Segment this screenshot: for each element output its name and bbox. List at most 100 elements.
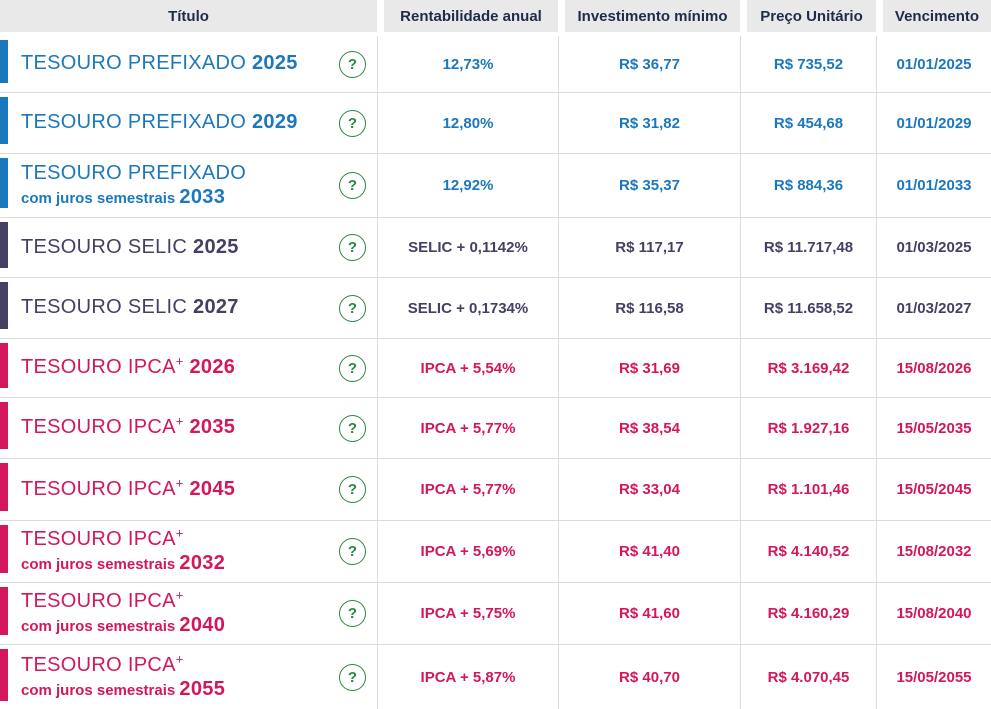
- bond-title-cell: TESOURO IPCA+ com juros semestrais 2032 …: [0, 521, 377, 582]
- bond-maturity-date: 15/05/2035: [876, 398, 991, 458]
- help-icon[interactable]: ?: [339, 294, 366, 322]
- bond-title-line1: TESOURO IPCA+ 2035: [21, 413, 236, 439]
- column-header-titulo: Título: [0, 0, 377, 32]
- bond-min-investment: R$ 36,77: [558, 36, 740, 92]
- bond-color-bar: [0, 282, 8, 329]
- bond-row-prefixado-2033[interactable]: TESOURO PREFIXADO com juros semestrais 2…: [0, 154, 991, 218]
- bond-title-cell: TESOURO SELIC 2025 ?: [0, 218, 377, 277]
- bond-row-ipca-2040[interactable]: TESOURO IPCA+ com juros semestrais 2040 …: [0, 583, 991, 645]
- help-icon[interactable]: ?: [339, 538, 366, 565]
- bond-color-bar: [0, 97, 8, 144]
- help-icon[interactable]: ?: [339, 172, 366, 199]
- bond-min-investment: R$ 116,58: [558, 278, 740, 338]
- bond-row-ipca-2035[interactable]: TESOURO IPCA+ 2035 ? IPCA + 5,77% R$ 38,…: [0, 398, 991, 459]
- bond-row-ipca-2055[interactable]: TESOURO IPCA+ com juros semestrais 2055 …: [0, 645, 991, 709]
- bond-min-investment: R$ 41,60: [558, 583, 740, 644]
- bond-maturity-date: 01/01/2029: [876, 93, 991, 153]
- bond-min-investment: R$ 38,54: [558, 398, 740, 458]
- bond-color-bar: [0, 402, 8, 449]
- bond-title-cell: TESOURO PREFIXADO 2025 ?: [0, 36, 377, 92]
- bond-title-cell: TESOURO PREFIXADO 2029 ?: [0, 93, 377, 153]
- bond-title-line1: TESOURO IPCA+ 2045: [21, 475, 236, 500]
- bond-unit-price: R$ 11.717,48: [740, 218, 876, 277]
- bond-unit-price: R$ 884,36: [740, 154, 876, 217]
- plus-superscript-icon: +: [175, 587, 184, 603]
- bond-row-selic-2027[interactable]: TESOURO SELIC 2027 ? SELIC + 0,1734% R$ …: [0, 278, 991, 339]
- bond-title: TESOURO PREFIXADO com juros semestrais 2…: [21, 162, 246, 209]
- bond-maturity-date: 15/08/2032: [876, 521, 991, 582]
- bond-annual-rate: SELIC + 0,1734%: [377, 278, 558, 338]
- bond-title-cell: TESOURO PREFIXADO com juros semestrais 2…: [0, 154, 377, 217]
- bond-title: TESOURO IPCA+ com juros semestrais 2040: [21, 587, 226, 637]
- bond-annual-rate: 12,73%: [377, 36, 558, 92]
- bond-title-cell: TESOURO IPCA+ 2035 ?: [0, 398, 377, 458]
- bond-title-cell: TESOURO SELIC 2027 ?: [0, 278, 377, 338]
- help-icon[interactable]: ?: [339, 600, 366, 627]
- bond-row-ipca-2026[interactable]: TESOURO IPCA+ 2026 ? IPCA + 5,54% R$ 31,…: [0, 339, 991, 398]
- bond-title-line1: TESOURO IPCA+: [21, 651, 184, 676]
- help-icon[interactable]: ?: [339, 476, 366, 503]
- help-icon[interactable]: ?: [339, 414, 366, 442]
- bond-title: TESOURO IPCA+ 2026: [21, 353, 235, 380]
- bond-title: TESOURO SELIC 2027: [21, 296, 239, 320]
- bond-unit-price: R$ 1.927,16: [740, 398, 876, 458]
- help-icon[interactable]: ?: [339, 109, 366, 137]
- bond-title-line2: com juros semestrais 2033: [21, 185, 226, 208]
- bond-title: TESOURO SELIC 2025: [21, 236, 239, 260]
- bond-title-cell: TESOURO IPCA+ com juros semestrais 2055 …: [0, 645, 377, 709]
- bond-min-investment: R$ 33,04: [558, 459, 740, 520]
- bond-title: TESOURO PREFIXADO 2025: [21, 52, 298, 76]
- bond-unit-price: R$ 3.169,42: [740, 339, 876, 397]
- bond-maturity-date: 15/05/2055: [876, 645, 991, 709]
- bond-min-investment: R$ 35,37: [558, 154, 740, 217]
- bond-min-investment: R$ 40,70: [558, 645, 740, 709]
- plus-superscript-icon: +: [175, 413, 184, 429]
- bond-row-prefixado-2029[interactable]: TESOURO PREFIXADO 2029 ? 12,80% R$ 31,82…: [0, 93, 991, 154]
- bond-row-ipca-2032[interactable]: TESOURO IPCA+ com juros semestrais 2032 …: [0, 521, 991, 583]
- bond-min-investment: R$ 31,82: [558, 93, 740, 153]
- bond-title-line1: TESOURO IPCA+: [21, 587, 184, 612]
- bond-title-line1: TESOURO PREFIXADO 2025: [21, 52, 298, 75]
- help-icon[interactable]: ?: [339, 50, 366, 78]
- bond-title-line2: com juros semestrais 2040: [21, 613, 226, 636]
- bond-annual-rate: IPCA + 5,75%: [377, 583, 558, 644]
- column-header-investimento-minimo: Investimento mínimo: [558, 0, 740, 32]
- bond-unit-price: R$ 4.160,29: [740, 583, 876, 644]
- bond-annual-rate: SELIC + 0,1142%: [377, 218, 558, 277]
- bond-color-bar: [0, 222, 8, 268]
- bond-annual-rate: IPCA + 5,77%: [377, 459, 558, 520]
- help-icon[interactable]: ?: [339, 234, 366, 261]
- help-icon[interactable]: ?: [339, 664, 366, 691]
- bond-title-line1: TESOURO IPCA+: [21, 525, 184, 550]
- bond-maturity-date: 01/03/2025: [876, 218, 991, 277]
- bond-title-line2: com juros semestrais 2032: [21, 551, 226, 574]
- bond-min-investment: R$ 117,17: [558, 218, 740, 277]
- bond-unit-price: R$ 735,52: [740, 36, 876, 92]
- column-header-rentabilidade: Rentabilidade anual: [377, 0, 558, 32]
- bond-annual-rate: IPCA + 5,77%: [377, 398, 558, 458]
- bond-row-selic-2025[interactable]: TESOURO SELIC 2025 ? SELIC + 0,1142% R$ …: [0, 218, 991, 278]
- bond-unit-price: R$ 454,68: [740, 93, 876, 153]
- bond-unit-price: R$ 1.101,46: [740, 459, 876, 520]
- bond-maturity-date: 15/08/2040: [876, 583, 991, 644]
- bond-annual-rate: IPCA + 5,69%: [377, 521, 558, 582]
- bond-maturity-date: 15/05/2045: [876, 459, 991, 520]
- bond-color-bar: [0, 463, 8, 511]
- bond-row-prefixado-2025[interactable]: TESOURO PREFIXADO 2025 ? 12,73% R$ 36,77…: [0, 36, 991, 93]
- bond-title-line1: TESOURO SELIC 2025: [21, 235, 239, 258]
- bond-maturity-date: 01/03/2027: [876, 278, 991, 338]
- plus-superscript-icon: +: [175, 651, 184, 667]
- column-header-vencimento: Vencimento: [876, 0, 991, 32]
- plus-superscript-icon: +: [175, 525, 184, 541]
- bond-title-cell: TESOURO IPCA+ com juros semestrais 2040 …: [0, 583, 377, 644]
- bond-row-ipca-2045[interactable]: TESOURO IPCA+ 2045 ? IPCA + 5,77% R$ 33,…: [0, 459, 991, 521]
- bond-title: TESOURO IPCA+ 2035: [21, 413, 236, 440]
- bond-min-investment: R$ 31,69: [558, 339, 740, 397]
- table-header: Título Rentabilidade anual Investimento …: [0, 0, 991, 32]
- bond-title-line1: TESOURO PREFIXADO 2029: [21, 111, 298, 134]
- plus-superscript-icon: +: [175, 353, 184, 369]
- column-header-preco-unitario: Preço Unitário: [740, 0, 876, 32]
- help-icon[interactable]: ?: [339, 354, 366, 382]
- bond-maturity-date: 01/01/2033: [876, 154, 991, 217]
